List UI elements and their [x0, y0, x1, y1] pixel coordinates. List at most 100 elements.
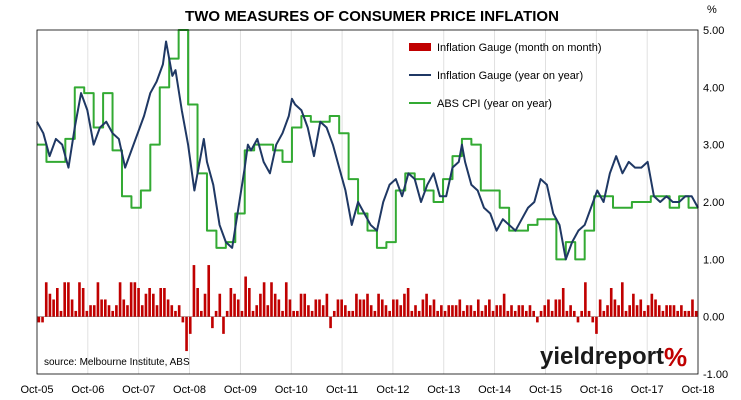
legend: Inflation Gauge (month on month) Inflatio… [409, 42, 601, 110]
bar-mom [233, 293, 236, 317]
bar-mom [646, 305, 650, 317]
x-tick-label: Oct-09 [224, 384, 257, 396]
x-tick-label: Oct-17 [631, 384, 664, 396]
bar-mom [606, 305, 609, 317]
bar-mom [406, 288, 410, 317]
bar-mom [672, 305, 676, 317]
y-tick-label: 2.00 [703, 197, 724, 209]
bar-mom [236, 299, 240, 317]
bar-mom [428, 305, 432, 317]
bar-mom [532, 310, 535, 317]
bar-mom [52, 299, 55, 317]
bar-mom [340, 299, 343, 317]
legend-label: ABS CPI (year on year) [437, 98, 552, 110]
brand-logo: yieldreport % [540, 342, 687, 372]
y-tick-label: 3.00 [703, 140, 724, 152]
bar-mom [318, 299, 321, 317]
bar-mom [166, 299, 170, 317]
bar-mom [185, 316, 188, 352]
bar-mom [465, 305, 469, 317]
bar-mom [288, 299, 292, 317]
bar-mom [528, 305, 532, 317]
bar-mom [624, 310, 628, 317]
bar-mom [144, 293, 148, 317]
bar-mom [122, 299, 126, 317]
bar-mom [458, 299, 462, 317]
bar-mom [473, 310, 476, 317]
bar-mom [248, 288, 251, 317]
line-gauge-yoy [36, 40, 699, 261]
bar-mom [547, 299, 550, 317]
bar-mom [129, 282, 133, 317]
bar-mom [609, 288, 613, 317]
bar-mom [92, 305, 96, 317]
bar-mom [499, 305, 502, 317]
bar-mom [591, 316, 595, 323]
bar-mom [192, 265, 196, 317]
bar-mom [587, 310, 591, 317]
bar-mom [115, 305, 118, 317]
x-tick-label: Oct-06 [71, 384, 104, 396]
bar-mom [314, 299, 318, 317]
bar-mom [443, 310, 447, 317]
bar-mom [572, 310, 576, 317]
bar-mom [639, 299, 643, 317]
bar-mom [148, 288, 151, 317]
bar-mom [126, 305, 129, 317]
bar-mom [307, 305, 310, 317]
bar-mom [576, 316, 580, 323]
bar-mom [336, 299, 340, 317]
x-tick-label: Oct-13 [427, 384, 460, 396]
bar-mom [680, 305, 683, 317]
bar-mom [617, 305, 620, 317]
x-tick-label: Oct-08 [173, 384, 206, 396]
bar-mom [661, 310, 665, 317]
bar-mom [584, 282, 587, 317]
bar-mom [163, 288, 166, 317]
bar-mom [211, 316, 214, 329]
legend-swatch-bar [409, 43, 431, 51]
bar-mom [78, 282, 81, 317]
bar-mom [668, 305, 672, 317]
bar-mom [602, 310, 606, 317]
y-tick-label: 4.00 [703, 82, 724, 94]
source-note: source: Melbourne Institute, ABS [44, 357, 190, 368]
bar-mom [632, 293, 635, 317]
bar-mom [598, 299, 602, 317]
bar-mom [96, 282, 100, 317]
bar-mom [140, 305, 144, 317]
bar-mom [89, 305, 92, 317]
bar-mom [380, 299, 384, 317]
bar-mom [48, 293, 52, 317]
bar-mom [650, 293, 654, 317]
y-tick-label: 1.00 [703, 254, 724, 266]
bar-mom [303, 293, 307, 317]
bar-mom [240, 310, 244, 317]
bar-mom [277, 299, 281, 317]
bar-mom [225, 310, 229, 317]
bar-mom [484, 305, 487, 317]
x-tick-label: Oct-05 [20, 384, 53, 396]
legend-label: Inflation Gauge (month on month) [437, 42, 601, 54]
plot-frame [36, 29, 699, 375]
bar-mom [181, 316, 185, 323]
bar-mom [432, 299, 436, 317]
bar-mom [329, 316, 332, 329]
bar-mom [628, 305, 631, 317]
bar-mom [229, 288, 233, 317]
bar-mom [207, 265, 211, 317]
bar-mom [44, 282, 48, 317]
bar-mom [214, 310, 218, 317]
x-tick-label: Oct-18 [681, 384, 714, 396]
bar-mom [454, 305, 458, 317]
bar-mom [310, 310, 314, 317]
bar-mom [635, 305, 639, 317]
bar-mom [687, 310, 691, 317]
bar-mom [159, 288, 163, 317]
bar-mom [174, 310, 177, 317]
x-tick-label: Oct-10 [275, 384, 308, 396]
bar-mom [550, 310, 554, 317]
bar-mom [510, 305, 513, 317]
bars-series [37, 265, 698, 352]
bar-mom [41, 316, 44, 323]
